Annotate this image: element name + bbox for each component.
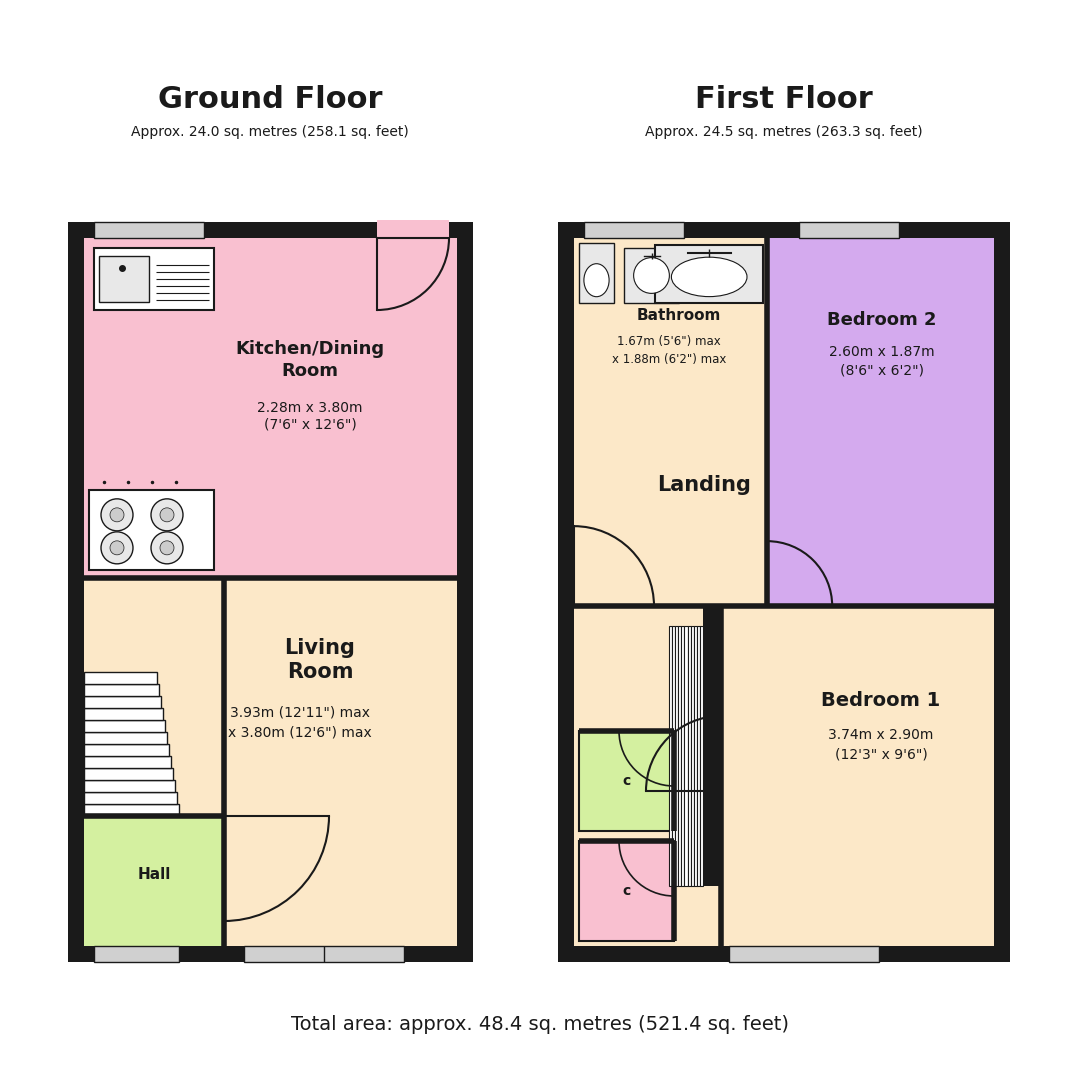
Bar [558,222,573,962]
Bar [685,626,688,886]
Circle shape [151,499,183,531]
Text: Landing: Landing [657,475,751,495]
Bar [799,222,899,238]
Circle shape [102,499,133,531]
Text: Ground Floor: Ground Floor [158,85,382,114]
Bar [624,248,679,303]
Ellipse shape [584,264,609,297]
Bar [675,626,678,886]
Bar [688,626,690,886]
Bar [721,606,994,946]
Bar [84,804,179,816]
Bar [700,626,703,886]
Bar [656,245,764,303]
Bar [697,626,700,886]
Bar [244,946,404,962]
Bar [84,578,457,946]
Ellipse shape [672,257,747,297]
Bar [84,708,163,720]
Circle shape [110,508,124,522]
Text: (7'6" x 12'6"): (7'6" x 12'6") [264,418,356,432]
Bar [579,841,674,941]
Bar [457,222,473,962]
Text: Bathroom: Bathroom [637,308,721,323]
Bar [84,792,177,804]
Bar [94,248,214,310]
Bar [84,816,224,946]
Bar [84,684,159,696]
Text: c: c [622,774,631,788]
Bar [690,626,693,886]
Text: 3.93m (12'11") max: 3.93m (12'11") max [230,706,370,720]
Bar [84,732,167,744]
Bar [68,222,84,962]
Text: Bedroom 2: Bedroom 2 [827,311,937,329]
Bar [994,222,1010,962]
Bar [558,946,1010,962]
Bar [672,626,675,886]
Bar [99,256,149,302]
Text: Living
Room: Living Room [284,637,355,683]
Ellipse shape [634,258,670,294]
Text: x 1.88m (6'2") max: x 1.88m (6'2") max [611,353,726,366]
Text: 2.28m x 3.80m: 2.28m x 3.80m [257,401,363,415]
Bar [84,744,168,756]
Circle shape [160,508,174,522]
Text: Approx. 24.0 sq. metres (258.1 sq. feet): Approx. 24.0 sq. metres (258.1 sq. feet) [131,125,409,139]
Bar [681,626,685,886]
Bar [573,238,767,606]
Bar [89,490,214,570]
Text: c: c [622,885,631,897]
Bar [678,626,681,886]
Text: Total area: approx. 48.4 sq. metres (521.4 sq. feet): Total area: approx. 48.4 sq. metres (521… [291,1015,789,1035]
Text: (8'6" x 6'2"): (8'6" x 6'2") [840,363,924,377]
Text: First Floor: First Floor [696,85,873,114]
Bar [84,720,165,732]
Text: 3.74m x 2.90m: 3.74m x 2.90m [828,728,934,742]
Bar [84,756,171,768]
Bar [84,696,161,708]
Bar [68,222,473,238]
Text: Approx. 24.5 sq. metres (263.3 sq. feet): Approx. 24.5 sq. metres (263.3 sq. feet) [645,125,922,139]
Bar [84,768,173,780]
Text: x 3.80m (12'6") max: x 3.80m (12'6") max [228,725,372,739]
Bar [703,606,721,886]
Bar [84,238,457,578]
Text: Hall: Hall [137,867,171,882]
Circle shape [102,531,133,564]
Bar [584,222,684,238]
Bar [767,238,994,606]
Bar [94,946,179,962]
Text: Kitchen/Dining
Room: Kitchen/Dining Room [235,340,384,380]
Bar [573,606,721,946]
Circle shape [151,531,183,564]
Text: (12'3" x 9'6"): (12'3" x 9'6") [835,747,928,761]
Bar [84,672,157,684]
Text: 2.60m x 1.87m: 2.60m x 1.87m [829,345,935,359]
Text: Bedroom 1: Bedroom 1 [822,690,941,710]
Bar [94,222,204,238]
Bar [693,626,697,886]
Bar [579,731,674,831]
Circle shape [160,541,174,555]
Bar [579,243,615,303]
Bar [669,626,672,886]
Bar [377,220,449,240]
Bar [729,946,879,962]
Text: 1.67m (5'6") max: 1.67m (5'6") max [617,336,720,349]
Bar [84,780,175,792]
Circle shape [110,541,124,555]
Bar [558,222,1010,238]
Bar [68,946,473,962]
